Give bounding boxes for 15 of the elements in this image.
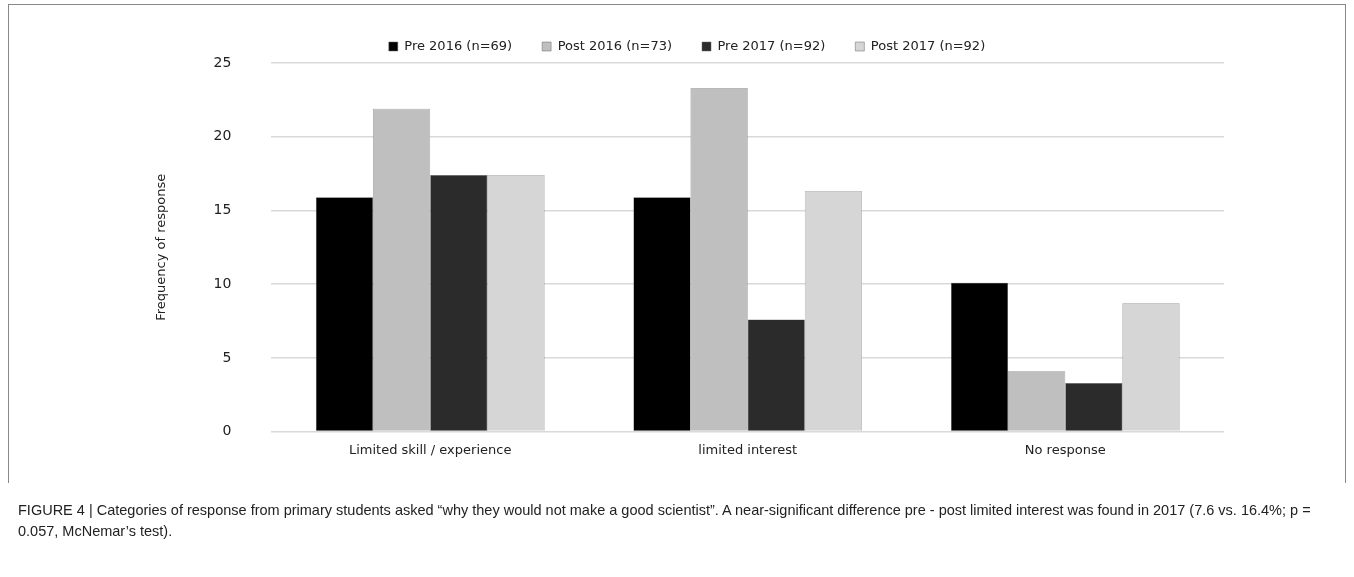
legend-label: Pre 2016 (n=69) bbox=[404, 37, 513, 53]
y-tick-label: 20 bbox=[213, 127, 232, 144]
y-tick-label: 10 bbox=[213, 274, 232, 291]
caption: FIGURE 4 | Categories of response from primary students asked “why they would not make a good scientist”. A near-significant difference pre - post limited interest was found in 2017 (7.6 vs. 16.4%; p = 0.057, McNemar’s test). bbox=[18, 501, 1312, 541]
y-tick-label: 25 bbox=[213, 53, 232, 70]
y-tick-label: 15 bbox=[213, 201, 232, 218]
x-tick-label: limited interest bbox=[698, 441, 798, 457]
y-tick-label: 5 bbox=[222, 348, 232, 365]
x-tick-label: Limited skill / experience bbox=[348, 441, 512, 457]
legend-label: Post 2017 (n=92) bbox=[870, 37, 986, 53]
x-tick-label: No response bbox=[1024, 441, 1106, 457]
y-axis-title: Frequency of response bbox=[153, 173, 169, 321]
legend-label: Post 2016 (n=73) bbox=[557, 37, 673, 53]
y-tick-label: 0 bbox=[222, 422, 232, 439]
legend-label: Pre 2017 (n=92) bbox=[717, 37, 826, 53]
